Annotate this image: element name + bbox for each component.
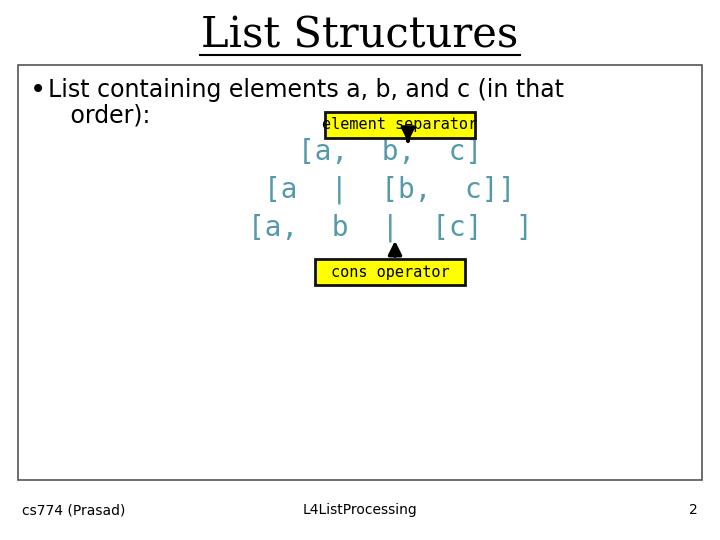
FancyBboxPatch shape — [315, 259, 465, 285]
FancyBboxPatch shape — [18, 65, 702, 480]
Text: order):: order): — [48, 103, 150, 127]
Text: element separator: element separator — [323, 118, 477, 132]
Text: cs774 (Prasad): cs774 (Prasad) — [22, 503, 125, 517]
Text: List Structures: List Structures — [202, 14, 518, 56]
Text: [a,  b,  c]: [a, b, c] — [298, 138, 482, 166]
Text: [a,  b  |  [c]  ]: [a, b | [c] ] — [248, 214, 532, 242]
Text: •: • — [30, 76, 46, 104]
Text: cons operator: cons operator — [330, 265, 449, 280]
Text: List containing elements a, b, and c (in that: List containing elements a, b, and c (in… — [48, 78, 564, 102]
Text: 2: 2 — [689, 503, 698, 517]
Text: [a  |  [b,  c]]: [a | [b, c]] — [264, 176, 516, 204]
Text: L4ListProcessing: L4ListProcessing — [302, 503, 418, 517]
FancyBboxPatch shape — [325, 112, 475, 138]
